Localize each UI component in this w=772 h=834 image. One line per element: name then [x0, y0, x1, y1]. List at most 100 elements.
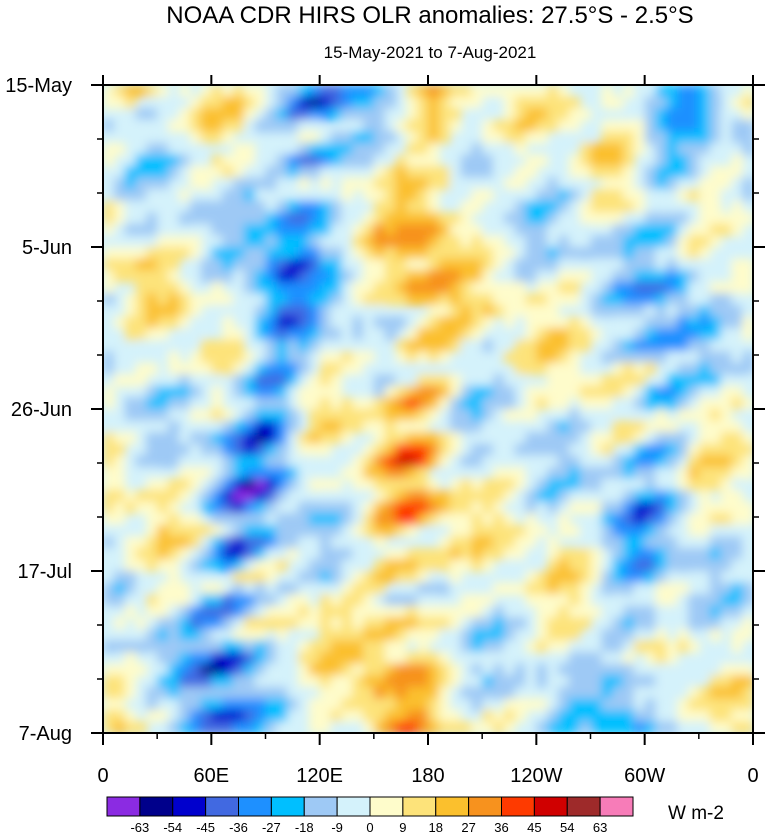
anomaly-cell: [655, 617, 668, 630]
anomaly-cell: [135, 628, 148, 642]
anomaly-cell: [222, 131, 234, 144]
anomaly-cell: [124, 455, 137, 468]
anomaly-cell: [417, 223, 429, 237]
anomaly-cell: [233, 605, 245, 619]
anomaly-cell: [243, 605, 256, 619]
anomaly-cell: [298, 443, 310, 457]
anomaly-cell: [308, 582, 321, 596]
anomaly-cell: [384, 177, 397, 191]
anomaly-cell: [623, 119, 635, 133]
anomaly-cell: [482, 131, 494, 144]
anomaly-cell: [287, 594, 299, 607]
anomaly-cell: [514, 686, 527, 700]
anomaly-cell: [330, 513, 343, 526]
anomaly-cell: [113, 594, 126, 607]
anomaly-cell: [124, 466, 137, 480]
anomaly-cell: [417, 362, 429, 376]
anomaly-cell: [211, 721, 224, 733]
anomaly-cell: [449, 432, 462, 445]
anomaly-cell: [536, 270, 549, 283]
anomaly-cell: [698, 571, 711, 584]
anomaly-cell: [482, 698, 494, 711]
anomaly-cell: [200, 258, 213, 272]
anomaly-cell: [124, 247, 137, 260]
anomaly-cell: [460, 721, 473, 733]
anomaly-cell: [547, 617, 559, 630]
anomaly-cell: [200, 721, 213, 733]
anomaly-cell: [124, 189, 137, 202]
anomaly-cell: [276, 617, 289, 630]
anomaly-cell: [352, 709, 364, 723]
anomaly-cell: [655, 212, 668, 225]
anomaly-cell: [276, 142, 289, 156]
anomaly-cell: [731, 675, 744, 688]
anomaly-cell: [352, 524, 364, 538]
anomaly-cell: [168, 594, 180, 607]
anomaly-cell: [113, 536, 126, 549]
anomaly-cell: [514, 559, 527, 572]
anomaly-cell: [254, 166, 267, 179]
anomaly-cell: [243, 235, 256, 248]
anomaly-cell: [254, 304, 267, 318]
anomaly-cell: [666, 709, 679, 723]
anomaly-cell: [384, 85, 397, 98]
anomaly-cell: [623, 108, 635, 121]
anomaly-cell: [677, 142, 689, 156]
anomaly-cell: [428, 119, 440, 133]
anomaly-cell: [590, 212, 603, 225]
anomaly-cell: [590, 640, 603, 653]
anomaly-cell: [601, 142, 614, 156]
anomaly-cell: [482, 385, 494, 399]
anomaly-cell: [547, 663, 559, 677]
anomaly-cell: [265, 177, 278, 191]
anomaly-cell: [298, 640, 310, 653]
anomaly-cell: [287, 154, 299, 167]
anomaly-cell: [308, 409, 321, 422]
anomaly-cell: [449, 409, 462, 422]
anomaly-cell: [601, 293, 614, 306]
anomaly-cell: [189, 524, 202, 538]
anomaly-cell: [482, 524, 494, 538]
anomaly-cell: [233, 686, 245, 700]
anomaly-cell: [146, 281, 159, 295]
anomaly-cell: [633, 663, 646, 677]
anomaly-cell: [243, 536, 256, 549]
anomaly-cell: [168, 119, 180, 133]
anomaly-cell: [655, 443, 668, 457]
anomaly-cell: [287, 281, 299, 295]
anomaly-cell: [579, 142, 592, 156]
anomaly-cell: [568, 316, 581, 329]
anomaly-cell: [341, 490, 354, 503]
anomaly-cell: [330, 223, 343, 237]
anomaly-cell: [633, 501, 646, 515]
anomaly-cell: [406, 200, 419, 214]
anomaly-cell: [384, 247, 397, 260]
anomaly-cell: [363, 582, 375, 596]
anomaly-cell: [276, 490, 289, 503]
anomaly-cell: [178, 374, 191, 387]
anomaly-cell: [709, 675, 722, 688]
anomaly-cell: [287, 432, 299, 445]
anomaly-cell: [254, 374, 267, 387]
anomaly-cell: [623, 490, 635, 503]
anomaly-cell: [341, 362, 354, 376]
anomaly-cell: [720, 166, 733, 179]
anomaly-cell: [135, 698, 148, 711]
anomaly-cell: [341, 189, 354, 202]
anomaly-cell: [558, 686, 570, 700]
anomaly-cell: [211, 374, 224, 387]
anomaly-cell: [417, 108, 429, 121]
anomaly-cell: [623, 559, 635, 572]
anomaly-cell: [677, 270, 689, 283]
colorbar-label: 45: [527, 820, 541, 834]
anomaly-cell: [384, 721, 397, 733]
anomaly-cell: [698, 142, 711, 156]
anomaly-cell: [233, 432, 245, 445]
anomaly-cell: [211, 536, 224, 549]
anomaly-cell: [135, 420, 148, 434]
anomaly-cell: [698, 385, 711, 399]
anomaly-cell: [157, 721, 169, 733]
anomaly-cell: [449, 293, 462, 306]
anomaly-cell: [135, 582, 148, 596]
anomaly-cell: [471, 85, 484, 98]
